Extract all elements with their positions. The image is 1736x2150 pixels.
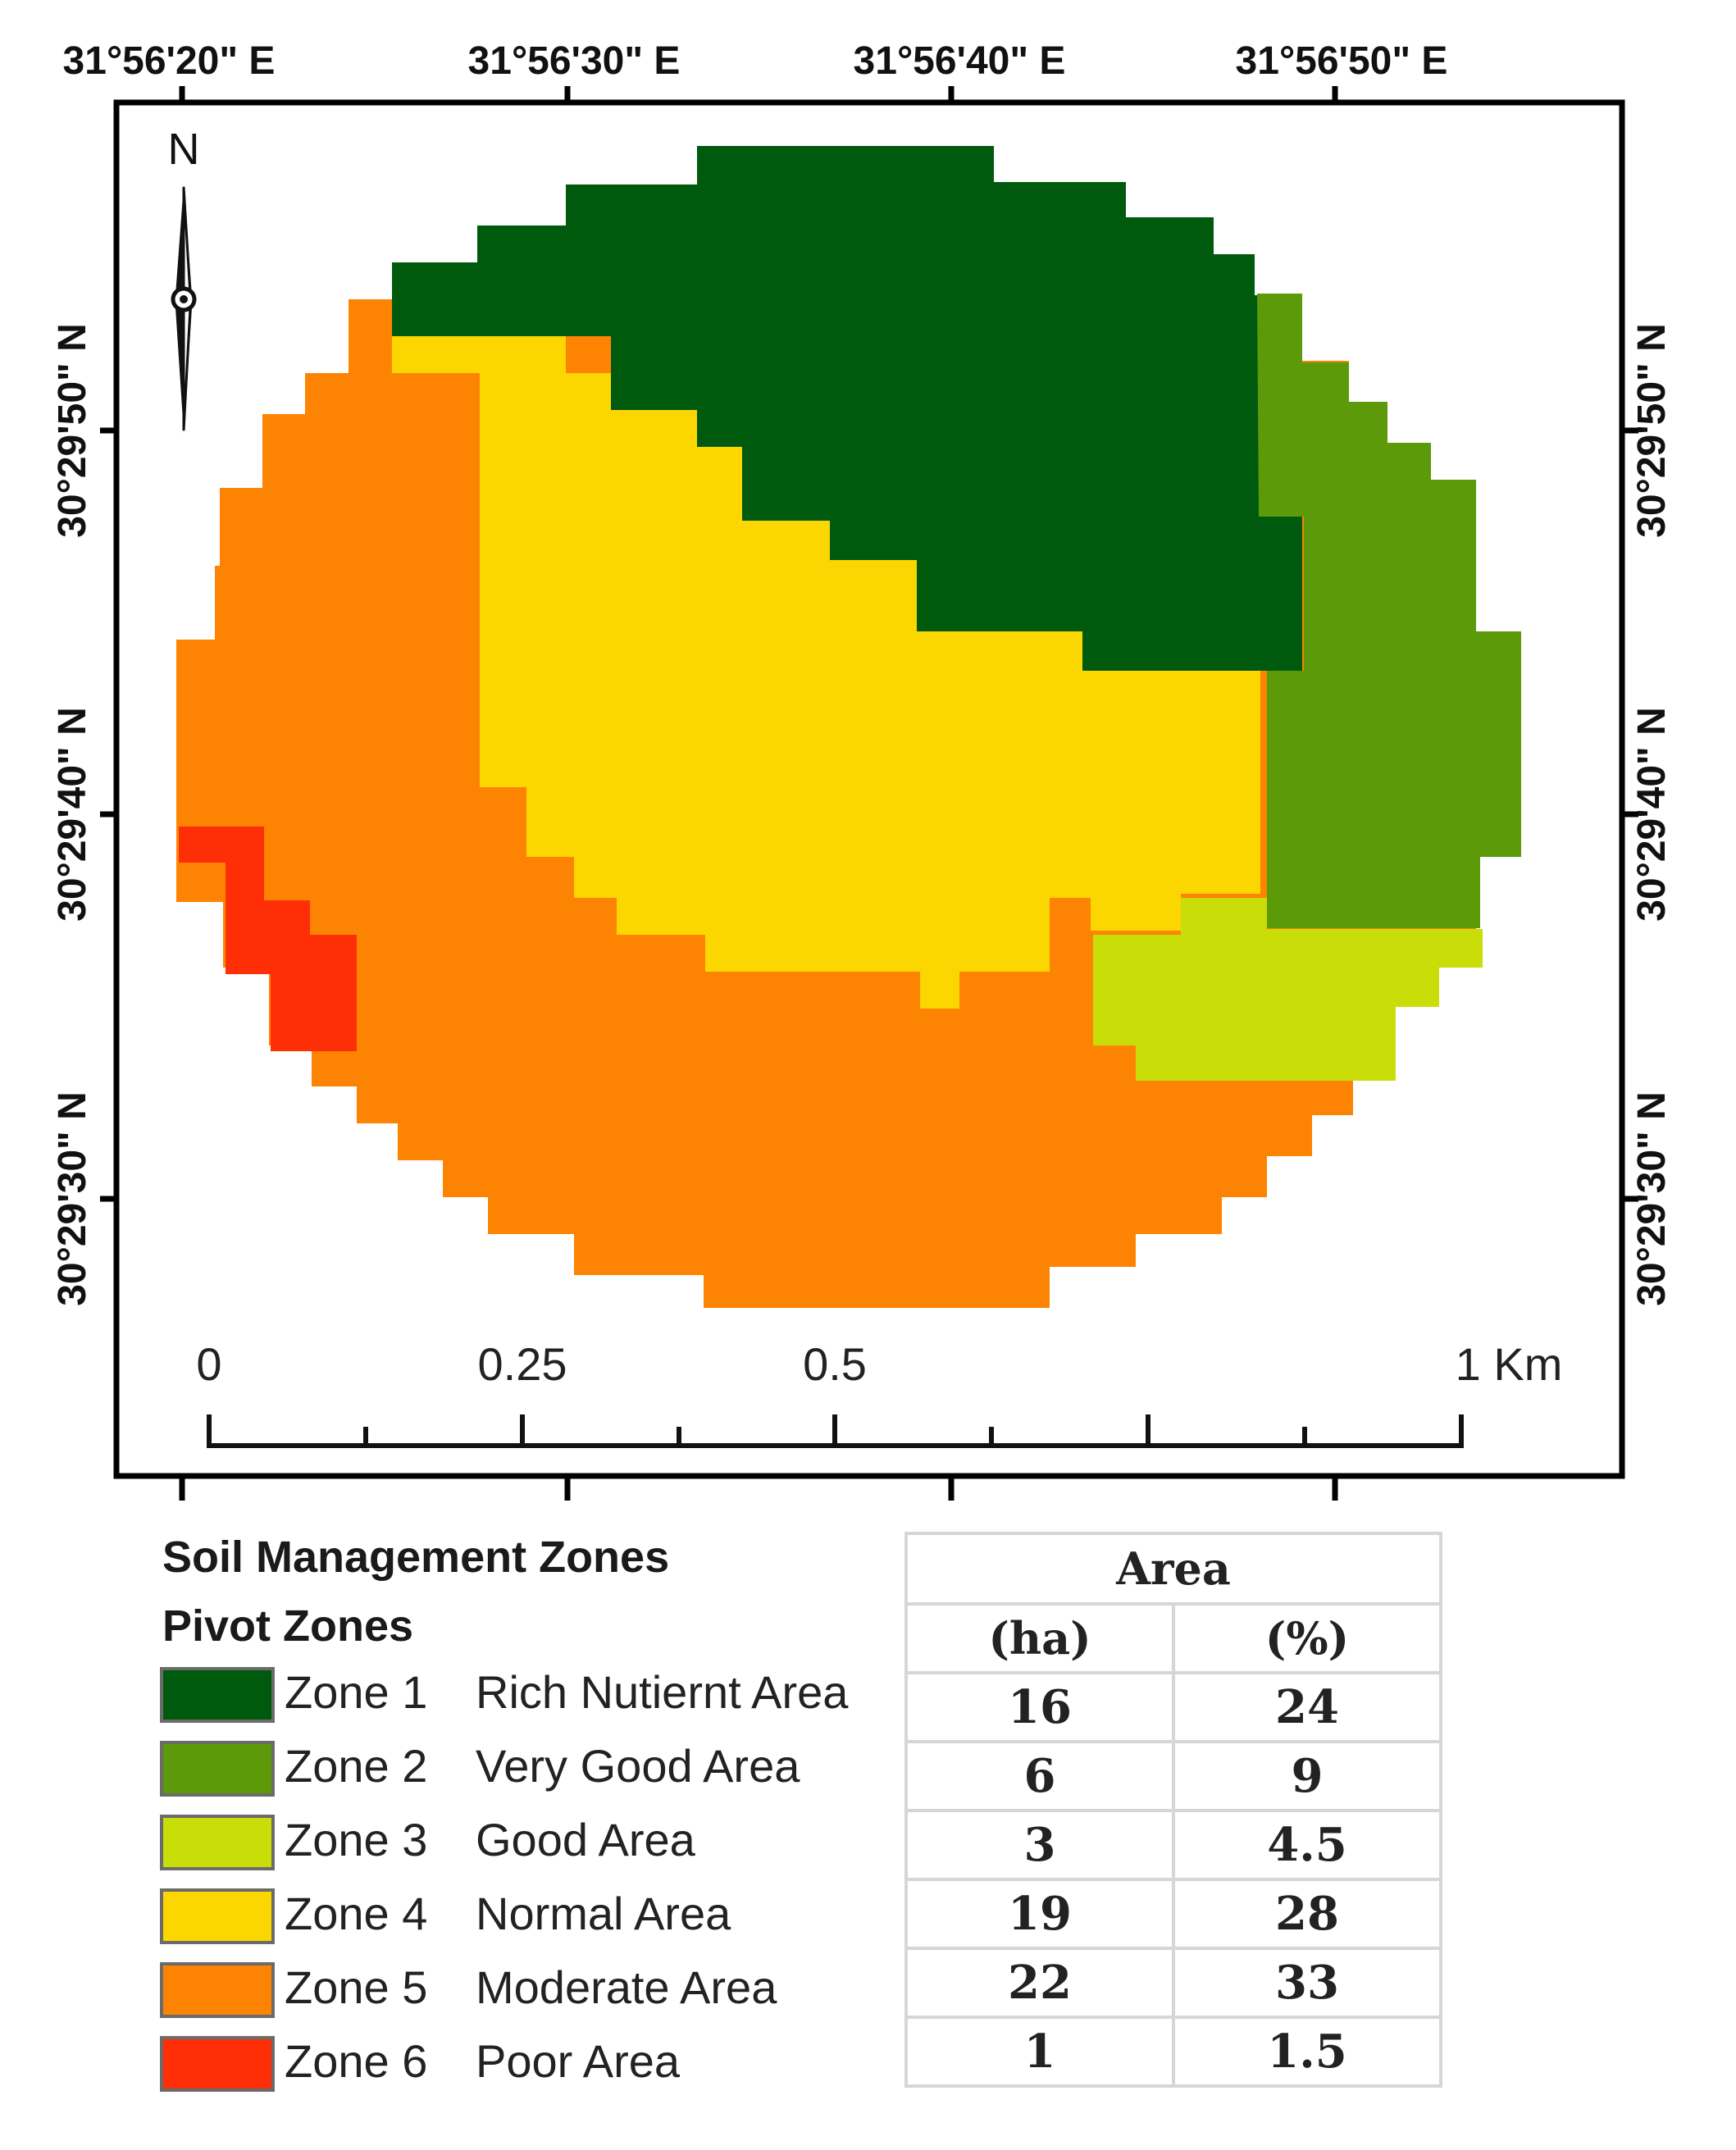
legend-item: Zone 5 Moderate Area [160, 1956, 898, 2026]
ha-cell: 6 [904, 1740, 1175, 1812]
scale-label-0: 0 [196, 1338, 221, 1390]
lat-label-right-2: 30°29'40" N [1630, 707, 1674, 922]
zone-description: Normal Area [476, 1888, 731, 1939]
lon-label-1: 31°56'20" E [63, 39, 276, 83]
table-row: 22 33 [904, 1947, 1442, 2019]
ha-column-header: (ha) [904, 1602, 1175, 1674]
zone-2-area [1257, 294, 1521, 928]
lat-label-left-3: 30°29'30" N [51, 1091, 94, 1306]
zone-description: Rich Nutiernt Area [476, 1666, 849, 1718]
legend-item: Zone 4 Normal Area [160, 1882, 898, 1952]
zone-label: Zone 3 [285, 1814, 428, 1865]
zone-map: 31°56'20" E 31°56'30" E 31°56'40" E 31°5… [51, 39, 1674, 1501]
zone-label: Zone 4 [285, 1888, 428, 1939]
lat-label-left-2: 30°29'40" N [51, 707, 94, 922]
ha-cell: 16 [904, 1671, 1175, 1743]
table-row: 3 4.5 [904, 1809, 1442, 1881]
legend-item: Zone 3 Good Area [160, 1808, 898, 1879]
zone-label: Zone 2 [285, 1740, 428, 1792]
table-row: 19 28 [904, 1878, 1442, 1950]
lon-label-2: 31°56'30" E [468, 39, 681, 83]
zone-1-area [392, 146, 1302, 671]
lat-label-right-3: 30°29'30" N [1630, 1091, 1674, 1306]
table-subheader-row: (ha) (%) [904, 1602, 1442, 1674]
lat-label-right-1: 30°29'50" N [1630, 323, 1674, 538]
legend-item: Zone 6 Poor Area [160, 2029, 898, 2100]
longitude-ticks [179, 86, 1338, 1501]
ha-cell: 22 [904, 1947, 1175, 2019]
pct-cell: 28 [1172, 1878, 1442, 1950]
zone-description: Very Good Area [476, 1740, 800, 1792]
zone-3-swatch [160, 1815, 275, 1870]
zone-6-area [179, 827, 357, 1051]
pct-column-header: (%) [1172, 1602, 1442, 1674]
scale-bar: 0 0.25 0.5 1 Km [196, 1338, 1562, 1448]
pct-cell: 9 [1172, 1740, 1442, 1812]
table-row: 16 24 [904, 1671, 1442, 1743]
legend-item: Zone 1 Rich Nutiernt Area [160, 1660, 898, 1731]
scale-label-1km: 1 Km [1456, 1338, 1563, 1390]
area-header: Area [904, 1532, 1442, 1606]
lat-label-left-1: 30°29'50" N [51, 323, 94, 538]
north-label: N [168, 125, 200, 174]
zone-description: Moderate Area [476, 1961, 777, 2013]
ha-cell: 3 [904, 1809, 1175, 1881]
legend-item: Zone 2 Very Good Area [160, 1734, 898, 1805]
zone-1-swatch [160, 1667, 275, 1723]
legend-title: Soil Management Zones [162, 1533, 670, 1582]
table-header-row: Area [904, 1532, 1442, 1606]
legend-subtitle: Pivot Zones [162, 1601, 414, 1651]
scale-label-05: 0.5 [803, 1338, 867, 1390]
lon-label-4: 31°56'50" E [1236, 39, 1448, 83]
zone-5-swatch [160, 1962, 275, 2018]
zone-label: Zone 1 [285, 1666, 428, 1718]
zone-4-swatch [160, 1888, 275, 1944]
zone-label: Zone 5 [285, 1961, 428, 2013]
lon-label-3: 31°56'40" E [854, 39, 1066, 83]
zone-6-swatch [160, 2036, 275, 2092]
zone-label: Zone 6 [285, 2035, 428, 2087]
pct-cell: 24 [1172, 1671, 1442, 1743]
north-arrow: N [168, 125, 200, 433]
zone-description: Good Area [476, 1814, 695, 1865]
area-table: Area (ha) (%) 16 24 6 9 3 4.5 19 28 22 3… [904, 1532, 1442, 2088]
scale-label-025: 0.25 [478, 1338, 567, 1390]
pct-cell: 33 [1172, 1947, 1442, 2019]
table-row: 1 1.5 [904, 2016, 1442, 2088]
pct-cell: 4.5 [1172, 1809, 1442, 1881]
ha-cell: 19 [904, 1878, 1175, 1950]
map-figure: 31°56'20" E 31°56'30" E 31°56'40" E 31°5… [51, 39, 1674, 1501]
table-row: 6 9 [904, 1740, 1442, 1812]
zone-2-swatch [160, 1741, 275, 1797]
zone-3-area [1093, 898, 1483, 1081]
latitude-ticks [100, 427, 1638, 1202]
pct-cell: 1.5 [1172, 2016, 1442, 2088]
ha-cell: 1 [904, 2016, 1175, 2088]
zone-description: Poor Area [476, 2035, 681, 2087]
